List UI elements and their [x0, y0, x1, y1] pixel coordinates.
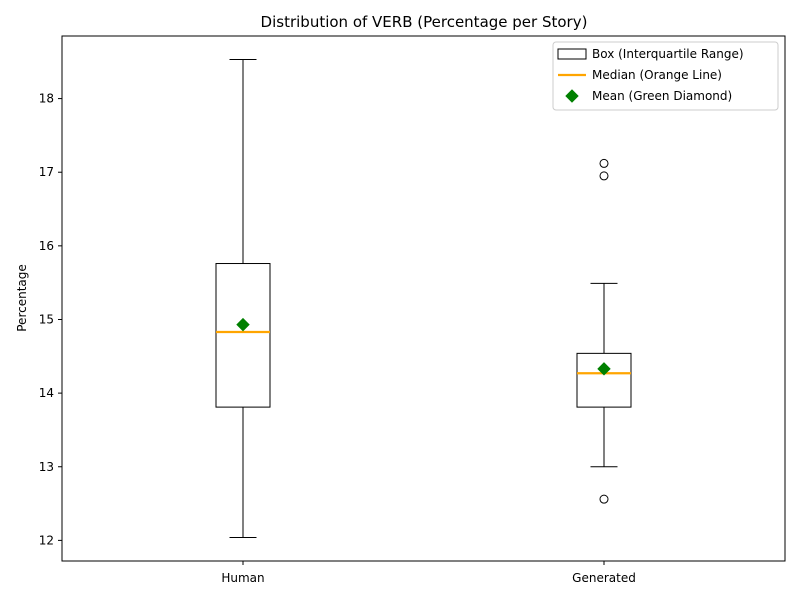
iqr-box — [215, 263, 271, 408]
mean-marker — [236, 317, 250, 332]
iqr-box — [576, 352, 632, 408]
box-group-human — [215, 59, 271, 538]
x-tick-label: Generated — [572, 571, 636, 585]
x-tick-label: Human — [221, 571, 264, 585]
chart-title: Distribution of VERB (Percentage per Sto… — [261, 13, 588, 31]
y-axis: 12 13 14 15 16 17 18 — [39, 92, 62, 547]
y-tick-label: 12 — [39, 533, 54, 547]
plot-frame — [61, 35, 786, 562]
legend-mean-swatch — [565, 89, 579, 103]
boxes — [215, 59, 632, 538]
legend-label: Mean (Green Diamond) — [592, 89, 732, 103]
y-tick-label: 13 — [39, 460, 54, 474]
x-axis: Human Generated — [221, 561, 636, 585]
legend-label: Median (Orange Line) — [592, 68, 722, 82]
legend-frame — [552, 41, 779, 111]
y-tick-label: 18 — [39, 92, 54, 106]
y-tick-label: 14 — [39, 386, 54, 400]
outlier-point — [599, 171, 609, 181]
outlier-point — [599, 158, 609, 168]
y-tick-label: 16 — [39, 239, 54, 253]
legend: Box (Interquartile Range) Median (Orange … — [552, 41, 779, 111]
legend-label: Box (Interquartile Range) — [592, 47, 744, 61]
mean-marker — [597, 362, 611, 376]
y-tick-label: 15 — [39, 312, 54, 326]
box-group-generated — [576, 158, 632, 504]
legend-box-swatch — [557, 48, 587, 60]
y-tick-label: 17 — [39, 165, 54, 179]
outlier-point — [599, 494, 609, 504]
y-axis-label: Percentage — [15, 264, 29, 332]
